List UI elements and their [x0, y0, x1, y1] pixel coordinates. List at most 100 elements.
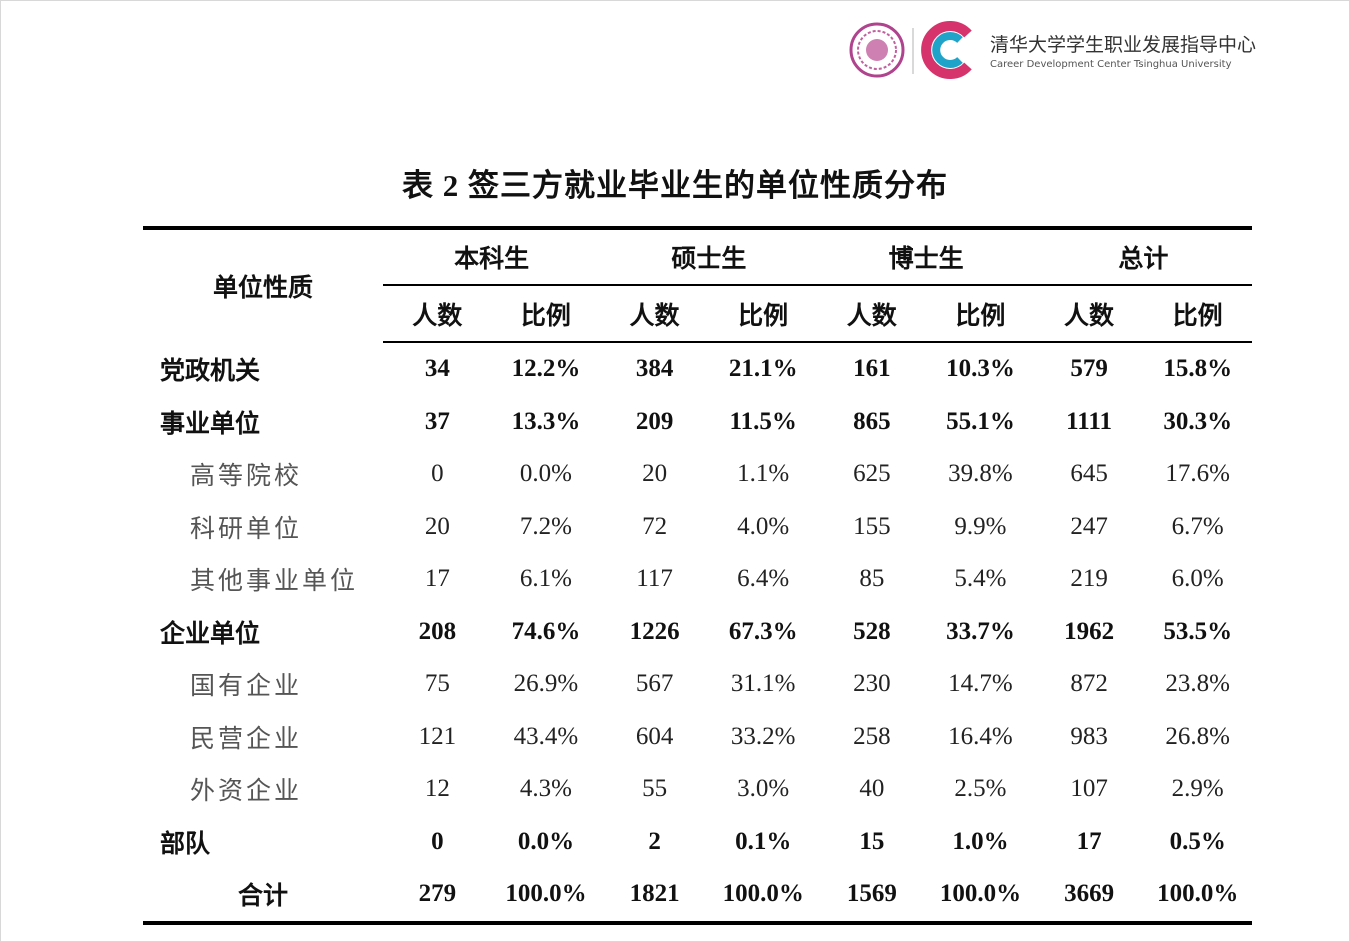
row-label: 党政机关 — [160, 357, 261, 385]
cell: 6.4% — [737, 565, 790, 593]
cell: 10.3% — [946, 355, 1015, 383]
cell: 604 — [635, 722, 674, 750]
cell: 31.1% — [730, 670, 796, 698]
logo: 清华大学学生职业发展指导中心 Career Development Center… — [849, 21, 1256, 79]
cell: 6.0% — [1171, 565, 1224, 593]
sub-header: 人数 — [1034, 285, 1144, 343]
cell: 625 — [853, 460, 891, 488]
cell: 4.3% — [519, 775, 572, 803]
row-header: 单位性质 — [143, 226, 383, 342]
cell: 17.6% — [1165, 460, 1230, 488]
cell: 230 — [853, 670, 891, 698]
cell: 1821 — [600, 868, 709, 925]
table-row: 企业单位 208 74.6% 1226 67.3% 528 33.7% 1962 53.5% — [143, 606, 1252, 659]
data-table: 单位性质 本科生 硕士生 博士生 总计 人数 比例 人数 比例 人数 比例 人数 比例 党政机关 34 1… — [143, 226, 1252, 925]
cell: 0.5% — [1169, 827, 1226, 855]
sub-header: 人数 — [817, 285, 927, 343]
cell: 6.7% — [1171, 512, 1224, 540]
cell: 279 — [383, 868, 492, 925]
cell: 30.3% — [1163, 407, 1233, 435]
cell: 34 — [424, 355, 450, 383]
cell: 100.0% — [1143, 868, 1252, 925]
cell: 100.0% — [491, 868, 601, 925]
row-label: 外资企业 — [190, 778, 303, 806]
cell: 6.1% — [519, 565, 572, 593]
cell: 12 — [424, 775, 450, 803]
cell: 209 — [635, 407, 674, 435]
cell: 872 — [1070, 670, 1108, 698]
cell: 9.9% — [954, 512, 1007, 540]
cell: 7.2% — [519, 512, 572, 540]
sub-header: 比例 — [708, 285, 818, 343]
cell: 865 — [853, 407, 891, 435]
row-label: 合计 — [143, 868, 383, 925]
cell: 155 — [853, 512, 891, 540]
cell: 17 — [1076, 827, 1102, 855]
cell: 4.0% — [737, 512, 790, 540]
cell: 15 — [859, 827, 885, 855]
group-header: 本科生 — [383, 226, 601, 286]
cell: 117 — [636, 565, 673, 593]
cell: 55 — [642, 775, 668, 803]
row-label: 科研单位 — [190, 515, 303, 543]
table-row: 科研单位 20 7.2% 72 4.0% 155 9.9% 247 6.7% — [143, 501, 1252, 554]
cell: 12.2% — [511, 355, 581, 383]
cell: 72 — [642, 512, 668, 540]
cell: 23.8% — [1165, 670, 1230, 698]
cell: 15.8% — [1163, 355, 1233, 383]
cell: 20 — [642, 460, 668, 488]
cell: 40 — [859, 775, 885, 803]
table-row: 国有企业 75 26.9% 567 31.1% 230 14.7% 872 23.8% — [143, 658, 1252, 711]
cell: 37 — [424, 407, 450, 435]
cell: 3669 — [1034, 868, 1144, 925]
cell: 1962 — [1064, 617, 1115, 645]
table-title: 表 2 签三方就业毕业生的单位性质分布 — [402, 168, 948, 203]
cell: 20 — [424, 512, 450, 540]
cell: 1111 — [1066, 407, 1112, 435]
cell: 258 — [853, 722, 891, 750]
cell: 85 — [859, 565, 885, 593]
cell: 3.0% — [737, 775, 790, 803]
table-row: 事业单位 37 13.3% 209 11.5% 865 55.1% 1111 30.3% — [143, 396, 1252, 449]
cell: 75 — [424, 670, 450, 698]
cell: 1569 — [817, 868, 927, 925]
cell: 579 — [1070, 355, 1108, 383]
row-label: 部队 — [160, 830, 211, 858]
cell: 121 — [418, 722, 457, 750]
sub-header: 人数 — [600, 285, 709, 343]
cell: 11.5% — [729, 407, 797, 435]
cell: 74.6% — [511, 617, 581, 645]
cell: 983 — [1070, 722, 1108, 750]
cell: 55.1% — [946, 407, 1015, 435]
group-header: 总计 — [1034, 226, 1252, 286]
table-row: 合计 279 100.0% 1821 100.0% 1569 100.0% 3669 100.0… — [143, 868, 1252, 925]
cell: 67.3% — [728, 617, 798, 645]
cell: 2 — [648, 827, 661, 855]
table-row: 高等院校 0 0.0% 20 1.1% 625 39.8% 645 17.6% — [143, 448, 1252, 501]
group-header: 博士生 — [817, 226, 1035, 286]
cell: 26.8% — [1165, 722, 1230, 750]
cell: 0.0% — [517, 827, 575, 855]
cell: 21.1% — [728, 355, 798, 383]
row-label: 民营企业 — [190, 725, 303, 753]
cell: 2.9% — [1171, 775, 1224, 803]
table-row: 民营企业 121 43.4% 604 33.2% 258 16.4% 983 26.8% — [143, 711, 1252, 764]
cell: 208 — [418, 617, 457, 645]
cell: 1.1% — [737, 460, 790, 488]
cell: 100.0% — [708, 868, 818, 925]
cell: 17 — [424, 565, 450, 593]
cell: 219 — [1070, 565, 1108, 593]
table-row: 其他事业单位 17 6.1% 117 6.4% 85 5.4% 219 6.0% — [143, 553, 1252, 606]
org-name-en: Career Development Center Tsinghua Unive… — [990, 59, 1232, 70]
cell: 5.4% — [954, 565, 1007, 593]
cell: 107 — [1070, 775, 1108, 803]
cell: 2.5% — [954, 775, 1007, 803]
sub-header: 人数 — [383, 285, 492, 343]
cell: 39.8% — [948, 460, 1013, 488]
cell: 0.0% — [519, 460, 572, 488]
cell: 14.7% — [948, 670, 1013, 698]
cell: 1226 — [629, 617, 680, 645]
cell: 16.4% — [948, 722, 1013, 750]
cell: 0.1% — [735, 827, 792, 855]
